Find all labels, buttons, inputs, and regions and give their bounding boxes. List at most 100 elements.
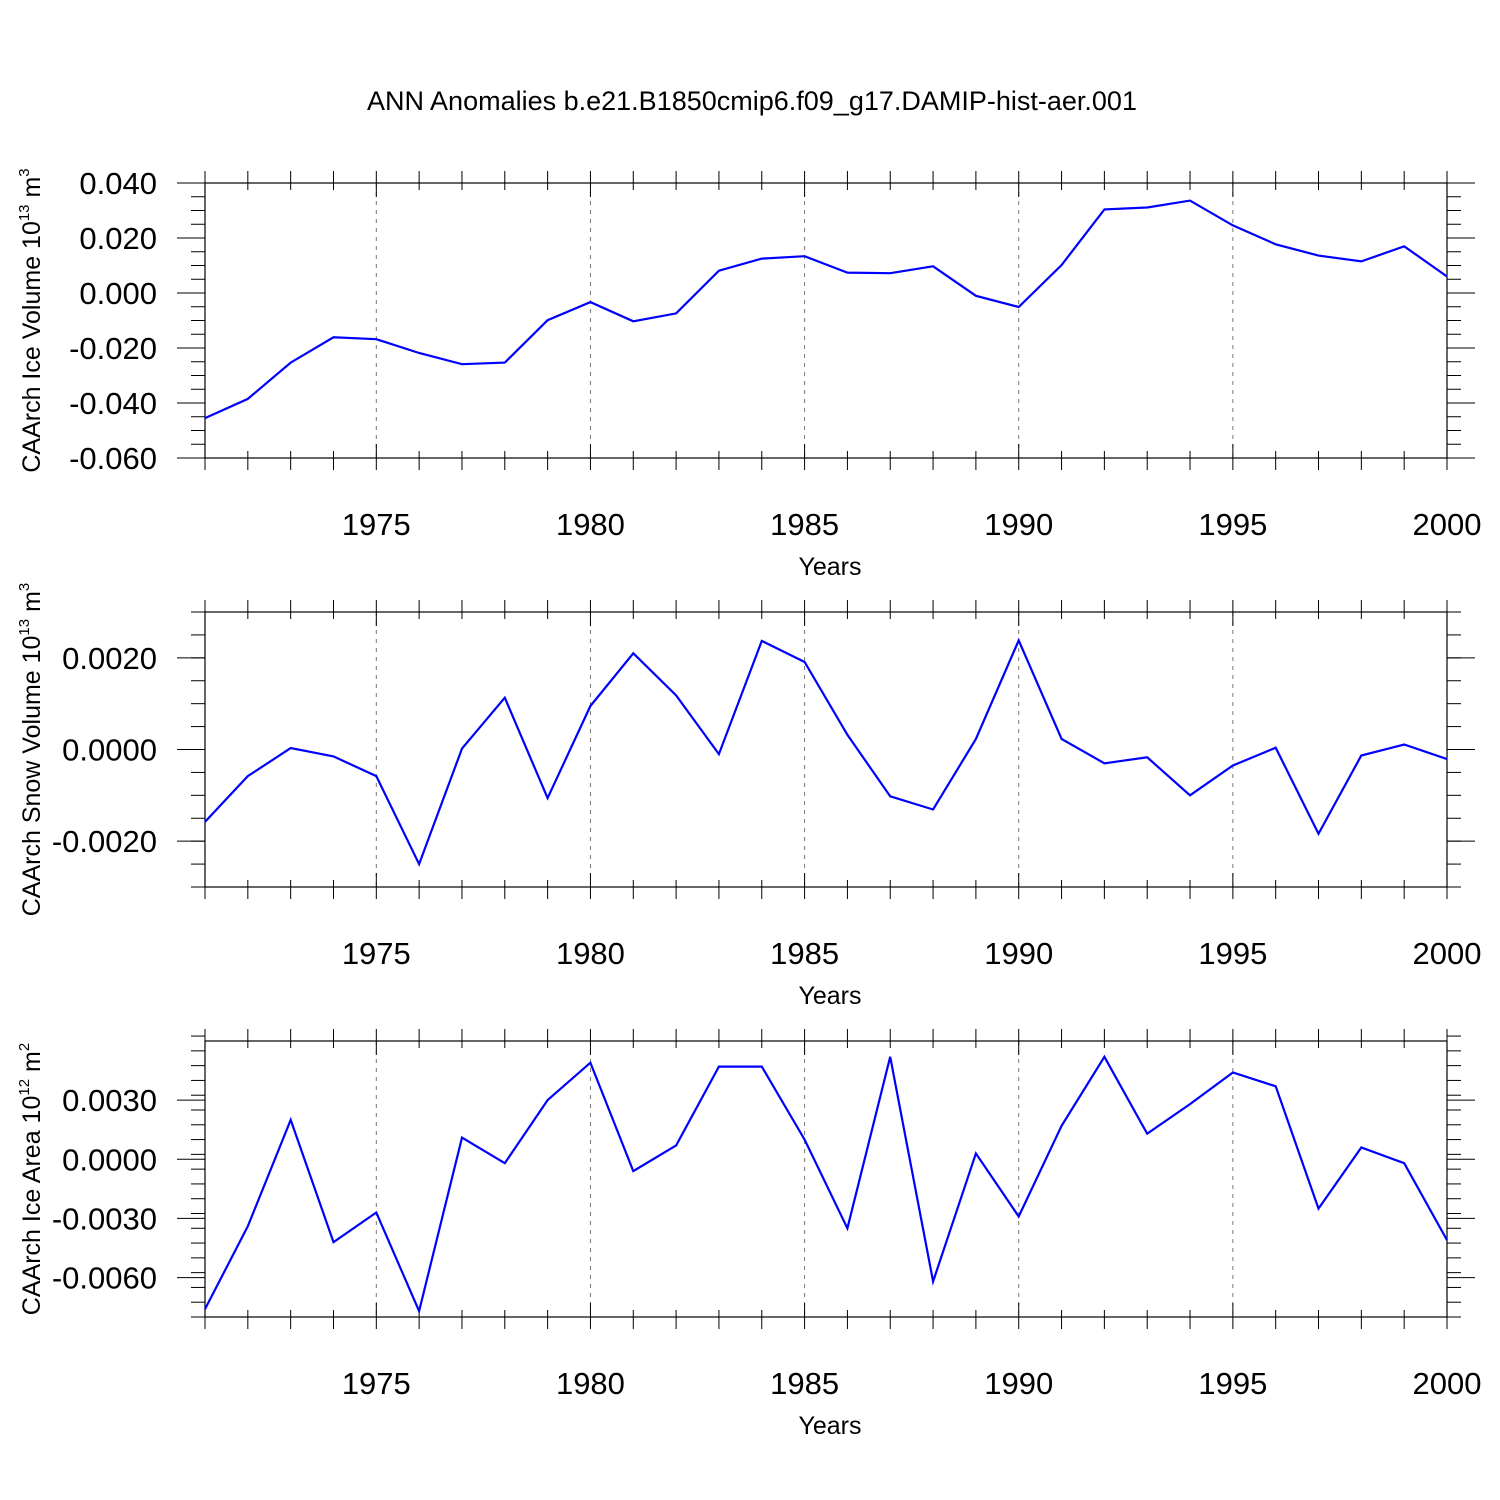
y-tick-label: 0.0000 (62, 733, 157, 768)
data-point (761, 1066, 763, 1068)
x-tick-label: 1975 (342, 936, 411, 971)
panel-3: -0.0060 -0.0030 0.0000 0.0030 1975 1980 1985 19… (16, 1029, 1481, 1440)
data-point (718, 270, 720, 272)
y-axis-title-exponent: 13 (16, 619, 33, 636)
data-point (889, 1056, 891, 1058)
plot-frame (204, 611, 1448, 888)
data-point (1061, 738, 1063, 740)
data-point (418, 352, 420, 354)
data-point (461, 748, 463, 750)
x-tick-label: 1985 (770, 936, 839, 971)
y-axis-title-unit-exponent: 3 (16, 583, 33, 591)
data-point (461, 363, 463, 365)
x-tick-label: 1985 (770, 1366, 839, 1401)
y-tick-label: -0.0020 (52, 824, 157, 859)
data-point (889, 272, 891, 274)
panel-1: -0.060 -0.040 -0.020 0.000 0.020 0.040 1975 198… (16, 166, 1481, 581)
data-point (547, 1099, 549, 1101)
data-point (418, 1310, 420, 1312)
y-tick-label: 0.040 (79, 166, 157, 201)
data-point (1189, 1103, 1191, 1105)
x-tick-label: 1975 (342, 1366, 411, 1401)
y-tick-label: 0.020 (79, 221, 157, 256)
x-axis-title: Years (798, 982, 861, 1010)
data-point (204, 417, 206, 419)
data-point (1318, 255, 1320, 257)
y-axis-title-unit: m (18, 177, 46, 205)
y-axis-title: CAArch Ice Volume 1013 m3 (16, 168, 46, 472)
data-point (1318, 833, 1320, 835)
data-point (461, 1137, 463, 1139)
x-axis-title: Years (798, 1412, 861, 1440)
data-point (589, 705, 591, 707)
data-point (1232, 765, 1234, 767)
data-point (718, 753, 720, 755)
x-tick-label: 1980 (556, 1366, 625, 1401)
data-point (290, 747, 292, 749)
data-point (1360, 260, 1362, 262)
data-point (1275, 747, 1277, 749)
data-point (675, 312, 677, 314)
data-point (804, 1139, 806, 1141)
x-tick-label: 1980 (556, 507, 625, 542)
x-tick-label: 2000 (1413, 1366, 1482, 1401)
data-point (1018, 639, 1020, 641)
y-tick-label: 0.000 (79, 276, 157, 311)
y-tick-label: -0.020 (69, 331, 157, 366)
series-line (204, 199, 1448, 420)
data-point (932, 265, 934, 267)
y-axis-title-exponent: 12 (16, 1079, 33, 1096)
data-point (247, 398, 249, 400)
data-point (1061, 264, 1063, 266)
data-point (1103, 208, 1105, 210)
data-point (1146, 756, 1148, 758)
data-point (589, 1062, 591, 1064)
data-point (1446, 758, 1448, 760)
data-point (675, 694, 677, 696)
data-point (504, 362, 506, 364)
x-tick-label: 1995 (1198, 1366, 1267, 1401)
data-point (204, 1308, 206, 1310)
data-point (247, 1225, 249, 1227)
data-point (846, 272, 848, 274)
data-point (290, 1119, 292, 1121)
y-tick-label: -0.0060 (52, 1261, 157, 1296)
data-point (632, 652, 634, 654)
y-tick-label: 0.0020 (62, 641, 157, 676)
data-point (804, 661, 806, 663)
data-point (332, 336, 334, 338)
y-tick-label: 0.0000 (62, 1142, 157, 1177)
data-point (504, 697, 506, 699)
panel-2: -0.0020 0.0000 0.0020 1975 1980 1985 1990 1995 2… (16, 583, 1481, 1010)
y-axis-title-text: CAArch Ice Area 10 (18, 1096, 46, 1316)
data-point (1146, 1133, 1148, 1135)
data-point (846, 1227, 848, 1229)
data-point (632, 1170, 634, 1172)
series-line (204, 1054, 1448, 1315)
data-point (1403, 743, 1405, 745)
data-point (975, 295, 977, 297)
x-axis-title: Years (798, 553, 861, 581)
data-point (1103, 1056, 1105, 1058)
data-point (1018, 1215, 1020, 1217)
data-point (804, 255, 806, 257)
data-point (1189, 200, 1191, 202)
x-tick-label: 2000 (1413, 936, 1482, 971)
data-point (1360, 754, 1362, 756)
x-tick-label: 1980 (556, 936, 625, 971)
x-tick-label: 1985 (770, 507, 839, 542)
data-point (1403, 1162, 1405, 1164)
x-tick-label: 1990 (984, 507, 1053, 542)
data-point (1275, 1085, 1277, 1087)
y-axis-title-unit-exponent: 2 (16, 1043, 33, 1051)
data-point (932, 809, 934, 811)
data-point (1360, 1146, 1362, 1148)
x-tick-label: 1990 (984, 1366, 1053, 1401)
plot-frame (204, 182, 1448, 459)
data-point (1232, 224, 1234, 226)
y-tick-label: 0.0030 (62, 1083, 157, 1118)
y-axis-title-unit-exponent: 3 (16, 168, 33, 176)
data-point (418, 863, 420, 865)
x-tick-label: 2000 (1413, 507, 1482, 542)
